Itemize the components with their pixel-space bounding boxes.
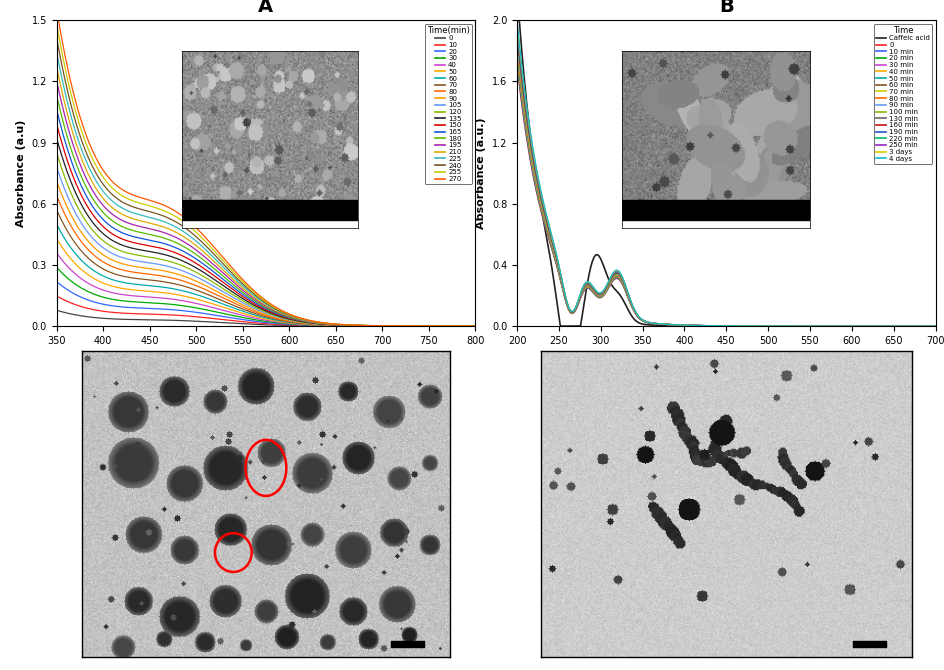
Legend: Caffeic acid, 0, 10 min, 20 min, 30 min, 40 min, 50 min, 60 min, 70 min, 80 min,: Caffeic acid, 0, 10 min, 20 min, 30 min,… [873,23,931,164]
Y-axis label: Absorbance (a.u): Absorbance (a.u) [16,119,26,226]
Legend: 0, 10, 20, 30, 40, 50, 60, 70, 80, 90, 105, 120, 135, 150, 165, 180, 195, 210, 2: 0, 10, 20, 30, 40, 50, 60, 70, 80, 90, 1… [424,23,471,184]
Title: B: B [718,0,733,16]
Title: A: A [258,0,273,16]
X-axis label: Wavelength (nm): Wavelength (nm) [211,351,319,361]
X-axis label: Wavelength (nm): Wavelength (nm) [672,351,780,361]
Y-axis label: Absorbance (a.u.): Absorbance (a.u.) [476,117,486,229]
